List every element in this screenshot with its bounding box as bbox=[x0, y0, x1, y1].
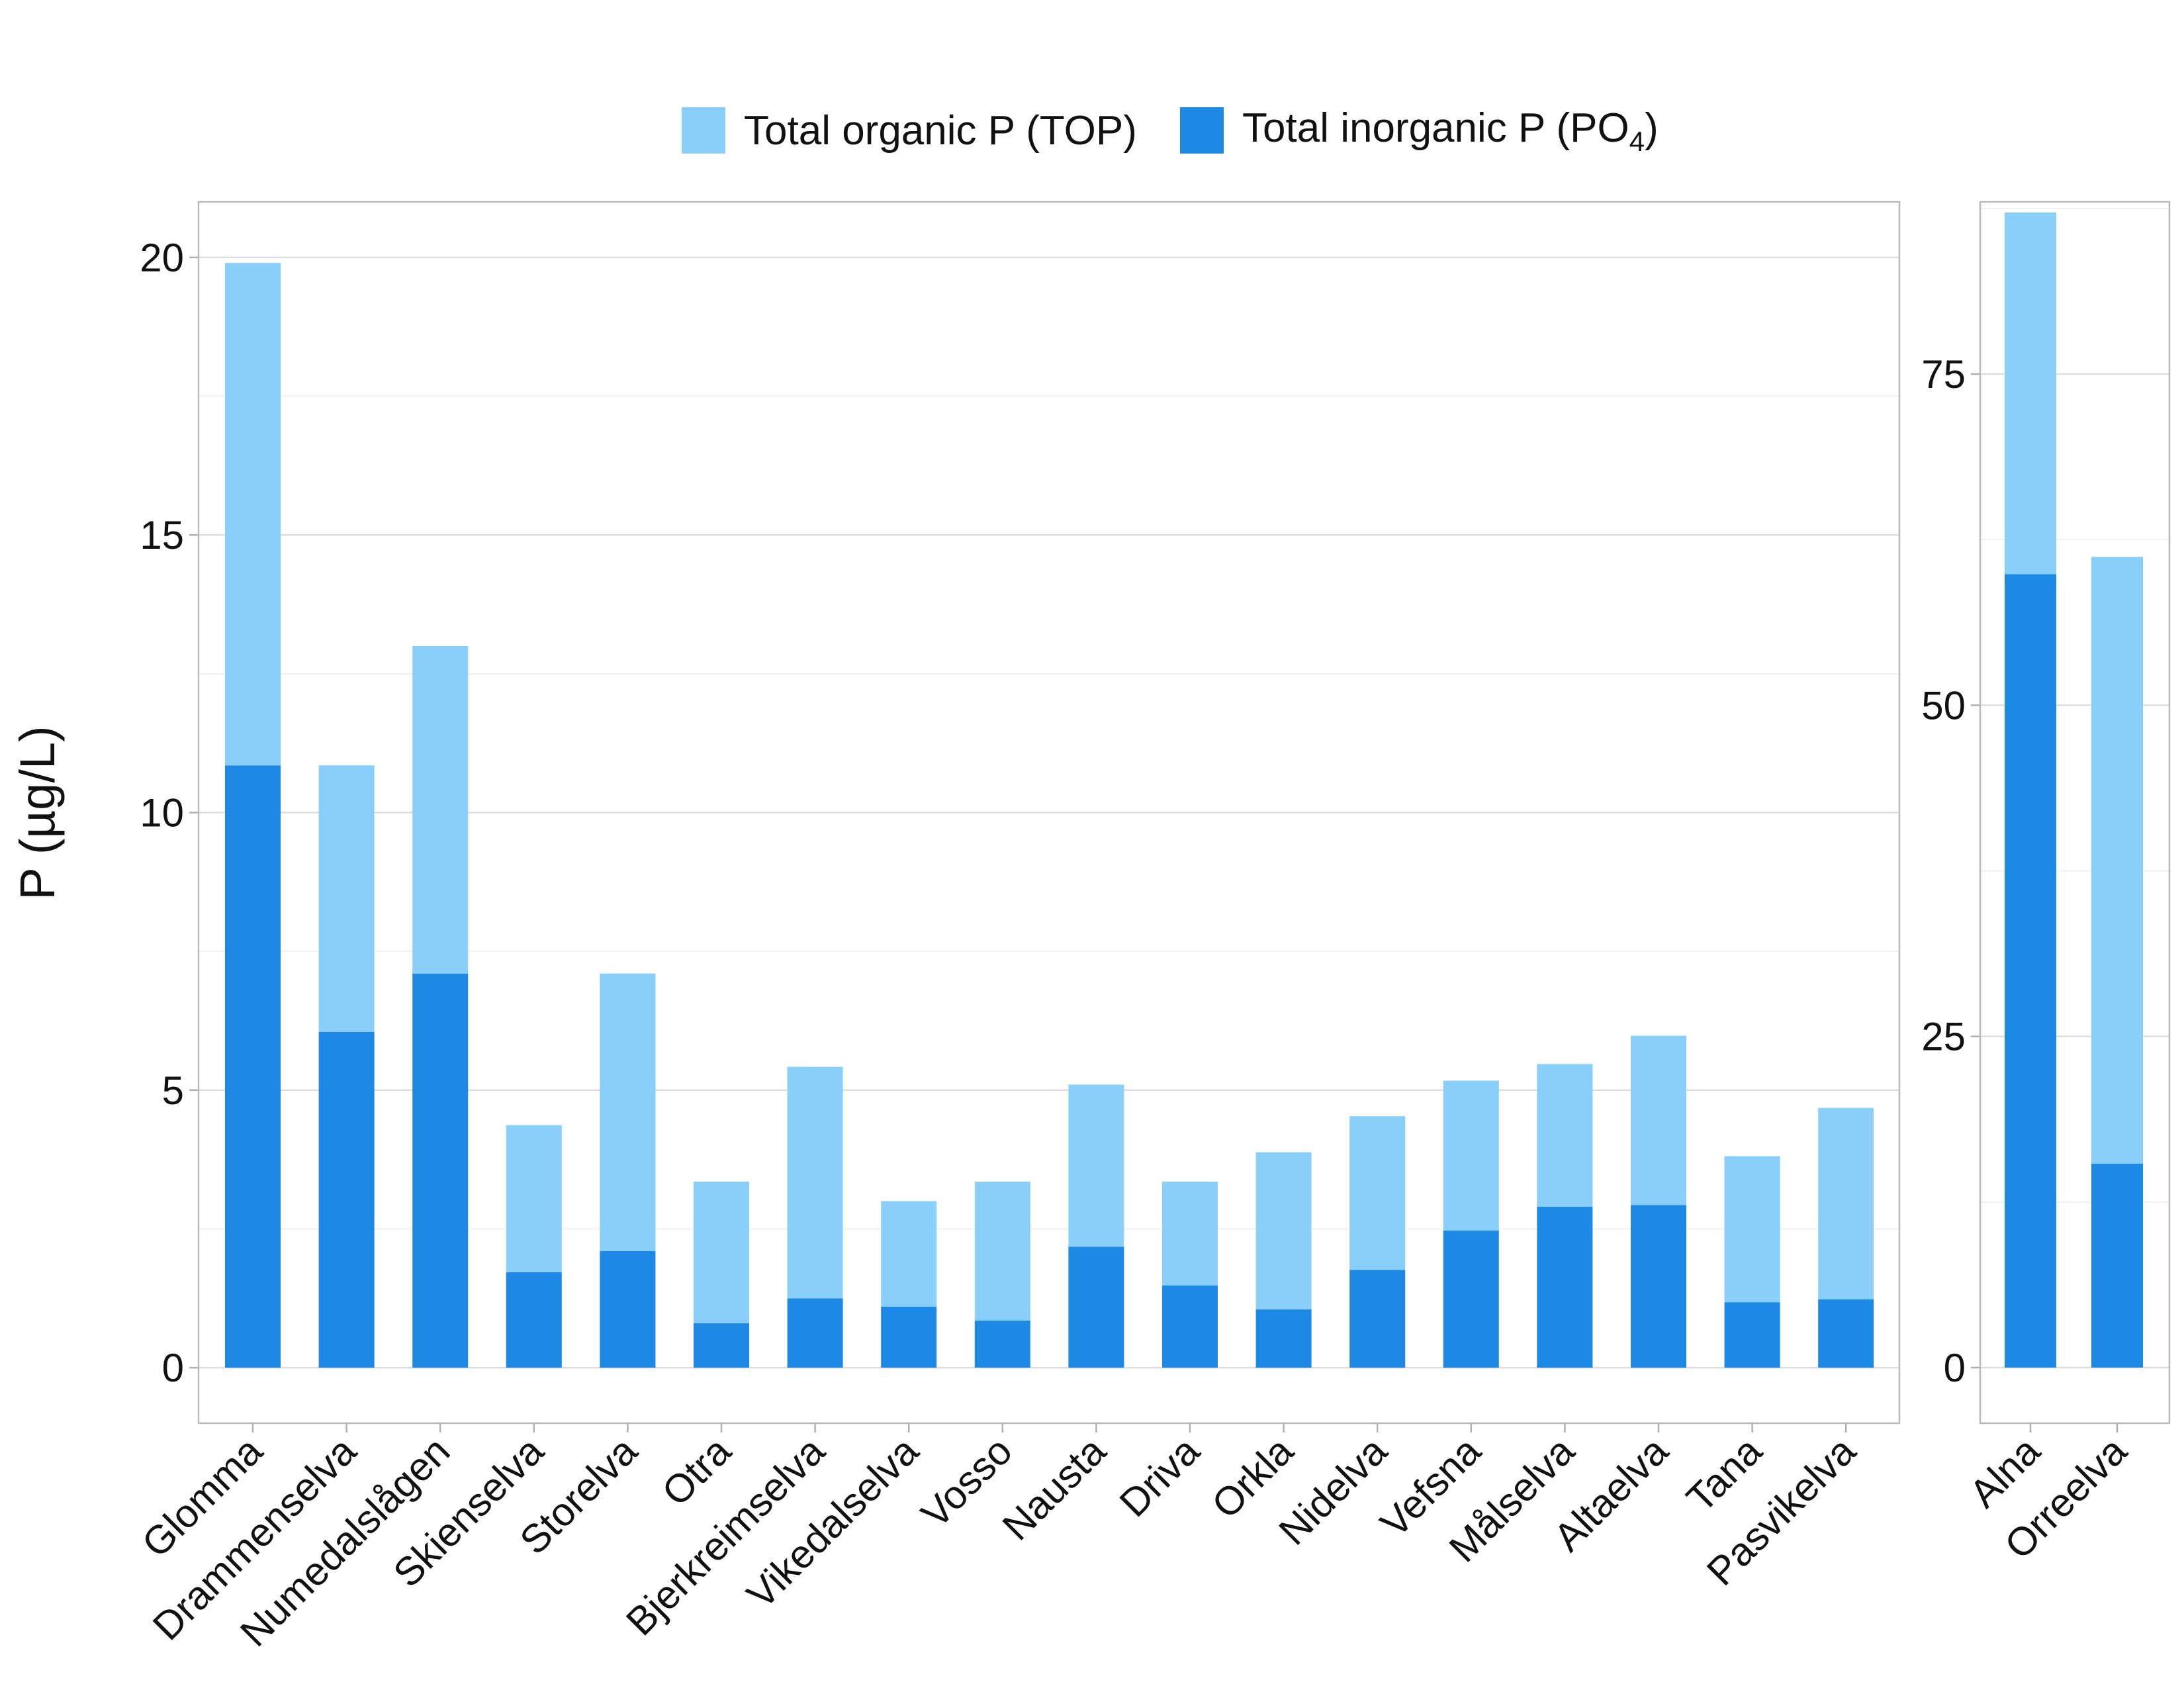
bar-organic-vosso bbox=[974, 1182, 1030, 1321]
bar-inorganic-altaelva bbox=[1631, 1205, 1686, 1368]
legend-label-subscript: 4 bbox=[1629, 126, 1645, 157]
y-tick-label: 15 bbox=[140, 513, 184, 557]
bar-organic-orkla bbox=[1255, 1152, 1312, 1310]
bar-inorganic-bjerkreimselva bbox=[787, 1298, 843, 1368]
bar-inorganic-drammenselva bbox=[318, 1031, 375, 1368]
panel-border bbox=[1979, 201, 2171, 1425]
legend-label-close-paren: ) bbox=[1645, 105, 1659, 151]
bar-organic-målselva bbox=[1537, 1064, 1593, 1207]
bar-inorganic-glomma bbox=[225, 765, 281, 1368]
bar-organic-drammenselva bbox=[318, 765, 375, 1032]
y-tick-label: 5 bbox=[162, 1068, 184, 1113]
y-axis-title: P (µg/L) bbox=[10, 726, 65, 900]
bar-organic-glomma bbox=[225, 263, 281, 766]
y-tick-label: 50 bbox=[1921, 683, 1966, 727]
x-category-label: Driva bbox=[1111, 1428, 1208, 1525]
bar-organic-otra bbox=[694, 1182, 749, 1324]
bar-organic-numedalslågen bbox=[412, 645, 469, 974]
legend-label-inorganic: Total inorganic P (PO4) bbox=[1242, 105, 1659, 157]
bar-inorganic-nidelva bbox=[1349, 1270, 1406, 1368]
bar-organic-vefsna bbox=[1443, 1080, 1499, 1231]
bar-inorganic-vosso bbox=[974, 1320, 1030, 1368]
bar-inorganic-tana bbox=[1724, 1302, 1780, 1368]
bar-inorganic-alna bbox=[2005, 574, 2056, 1368]
x-category-label: Otra bbox=[653, 1428, 739, 1514]
x-category-label: Nausta bbox=[994, 1428, 1115, 1548]
y-tick-label: 75 bbox=[1921, 352, 1966, 397]
bar-organic-driva bbox=[1162, 1182, 1218, 1286]
bar-organic-bjerkreimselva bbox=[787, 1066, 843, 1299]
y-tick-label: 20 bbox=[140, 236, 184, 280]
bar-inorganic-orreelva bbox=[2091, 1163, 2143, 1368]
bar-organic-nidelva bbox=[1349, 1116, 1406, 1270]
bar-organic-storelva bbox=[600, 973, 656, 1252]
legend-label-organic: Total organic P (TOP) bbox=[744, 108, 1137, 154]
bar-inorganic-vefsna bbox=[1443, 1230, 1499, 1368]
bar-organic-orreelva bbox=[2091, 557, 2143, 1164]
bar-inorganic-pasvikelva bbox=[1818, 1299, 1874, 1368]
bar-inorganic-otra bbox=[694, 1323, 749, 1368]
legend-swatch-inorganic bbox=[1180, 107, 1224, 154]
bar-inorganic-orkla bbox=[1255, 1309, 1312, 1368]
bar-organic-skienselva bbox=[506, 1125, 562, 1272]
x-category-label: Nidelva bbox=[1271, 1428, 1396, 1553]
bar-inorganic-storelva bbox=[600, 1251, 656, 1368]
bar-organic-nausta bbox=[1068, 1084, 1124, 1247]
bar-inorganic-numedalslågen bbox=[412, 973, 469, 1368]
panel-border bbox=[197, 201, 1901, 1425]
bar-organic-alna bbox=[2005, 212, 2056, 575]
legend: Total organic P (TOP) Total inorganic P … bbox=[682, 105, 1659, 157]
bar-inorganic-driva bbox=[1162, 1286, 1218, 1368]
y-tick-label: 0 bbox=[1944, 1346, 1966, 1390]
bar-inorganic-målselva bbox=[1537, 1206, 1593, 1368]
legend-swatch-organic bbox=[682, 107, 725, 154]
bar-organic-altaelva bbox=[1631, 1035, 1686, 1205]
bar-organic-vikedalselva bbox=[881, 1201, 937, 1307]
panel-main: 05101520GlommaDrammenselvaNumedalslågenS… bbox=[134, 201, 1901, 1655]
bar-inorganic-nausta bbox=[1068, 1246, 1124, 1368]
bar-organic-tana bbox=[1724, 1156, 1780, 1303]
bar-inorganic-skienselva bbox=[506, 1272, 562, 1368]
y-tick-label: 0 bbox=[162, 1346, 184, 1390]
bar-inorganic-vikedalselva bbox=[881, 1306, 937, 1368]
y-tick-label: 10 bbox=[140, 791, 184, 835]
y-tick-label: 25 bbox=[1921, 1015, 1966, 1059]
bar-organic-pasvikelva bbox=[1818, 1107, 1874, 1299]
